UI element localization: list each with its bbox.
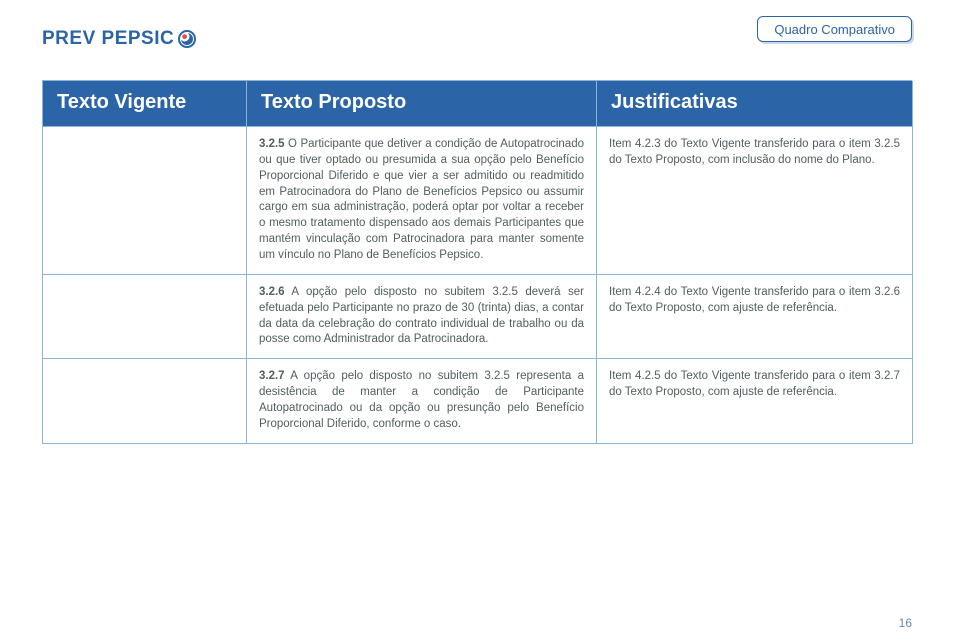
- row1-vigente: [43, 127, 247, 275]
- row1-just: Item 4.2.3 do Texto Vigente transferido …: [597, 127, 913, 275]
- col-header-vigente: Texto Vigente: [43, 81, 247, 127]
- row2-vigente: [43, 275, 247, 359]
- page-number: 16: [899, 616, 912, 630]
- row3-just: Item 4.2.5 do Texto Vigente transferido …: [597, 359, 913, 443]
- globe-icon: [178, 30, 196, 48]
- row1-proposto-num: 3.2.5: [259, 138, 285, 150]
- logo-text: PREV PEPSIC: [42, 28, 174, 50]
- row2-proposto: 3.2.6 A opção pelo disposto no subitem 3…: [247, 275, 597, 359]
- badge-text: Quadro Comparativo: [774, 22, 895, 37]
- brand-logo: PREV PEPSIC: [42, 28, 196, 50]
- row3-proposto-body: A opção pelo disposto no subitem 3.2.5 r…: [259, 370, 584, 430]
- row3-proposto: 3.2.7 A opção pelo disposto no subitem 3…: [247, 359, 597, 443]
- col-header-proposto: Texto Proposto: [247, 81, 597, 127]
- row2-proposto-body: A opção pelo disposto no subitem 3.2.5 d…: [259, 286, 584, 346]
- row3-vigente: [43, 359, 247, 443]
- comparison-table: Texto Vigente Texto Proposto Justificati…: [42, 80, 912, 444]
- row1-proposto: 3.2.5 O Participante que detiver a condi…: [247, 127, 597, 275]
- page-badge: Quadro Comparativo: [757, 16, 912, 42]
- row2-proposto-num: 3.2.6: [259, 286, 285, 298]
- row2-just: Item 4.2.4 do Texto Vigente transferido …: [597, 275, 913, 359]
- row1-proposto-body: O Participante que detiver a condição de…: [259, 138, 584, 261]
- col-header-justificativas: Justificativas: [597, 81, 913, 127]
- row3-proposto-num: 3.2.7: [259, 370, 285, 382]
